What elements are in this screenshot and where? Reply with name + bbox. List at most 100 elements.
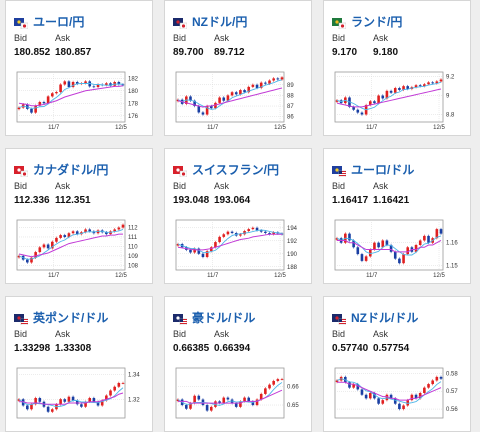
rate-card-eur-jpy[interactable]: ユーロ/円 Bid Ask 180.852 180.857 182 180 178 176 11/… [5,0,153,136]
price-chart[interactable]: 9.2 9 8.8 11/7 12/5 [329,67,467,131]
plot-frame [175,71,285,123]
currency-pair-link[interactable]: カナダドル/円 [33,162,109,177]
currency-pair-link[interactable]: ユーロ/円 [33,14,85,29]
eu-us-flag-icon [332,164,347,177]
candlestick-chart: 9.2 9 8.8 11/7 12/5 [334,71,455,131]
price-chart[interactable]: 182 180 178 176 11/7 12/5 [11,67,149,131]
ask-value: 0.57754 [373,343,410,354]
candle [96,84,100,87]
bid-value: 112.336 [14,195,50,206]
candlestick-chart: 0.66 0.65 [175,367,299,419]
ask-value: 193.064 [214,195,251,206]
price-chart[interactable]: 89 88 87 86 11/7 12/5 [170,67,308,131]
currency-pair-link[interactable]: ユーロ/ドル [351,162,415,177]
price-values: 89.700 89.712 [173,47,245,58]
currency-pair-link[interactable]: NZドル/円 [192,14,248,29]
candle [439,79,443,82]
price-values: 1.33298 1.33308 [14,343,91,354]
candle [259,230,263,232]
candle [247,86,251,93]
rate-card-nzd-jpy[interactable]: NZドル/円 Bid Ask 89.700 89.712 89 88 87 86 11/7 12/5 [164,0,312,136]
candle [38,247,42,253]
candle [247,397,251,402]
candle [406,247,410,255]
candle [385,394,389,401]
card-header: ユーロ/ドル [332,161,414,177]
ask-value: 1.16421 [373,195,410,206]
candle [84,81,87,84]
currency-pair-link[interactable]: ランド/円 [351,14,403,29]
price-values: 1.16417 1.16421 [332,195,409,206]
price-chart[interactable]: 0.58 0.57 0.56 [329,363,467,427]
ask-label: Ask [55,181,71,191]
rate-card-zar-jpy[interactable]: ランド/円 Bid Ask 9.170 9.180 9.2 9 8.8 11/7 12/5 [323,0,471,136]
candle [272,78,275,81]
rate-card-aud-usd[interactable]: 豪ドル/ドル Bid Ask 0.66385 0.66394 0.66 0.65 [164,296,312,432]
price-values: 193.048 193.064 [173,195,250,206]
candle [189,403,192,409]
candle [92,398,96,402]
au-us-flag-icon [173,312,188,325]
currency-pair-link[interactable]: NZドル/ドル [351,310,419,325]
candle [272,380,275,385]
ask-value: 112.351 [55,195,91,206]
candle [92,86,96,88]
x-tick-label: 12/5 [274,273,286,279]
candle [423,84,426,87]
price-chart[interactable]: 1.34 1.32 [11,363,149,427]
x-tick-label: 11/7 [48,125,60,131]
candle [352,240,355,248]
candle [176,399,180,401]
candle [268,384,271,389]
candle [117,82,121,85]
candle [75,400,79,405]
candle [84,401,87,407]
candle [26,405,29,410]
candle [410,394,414,401]
y-tick-label: 1.34 [128,372,140,378]
candle [214,102,217,109]
candle [418,393,422,399]
candle [377,398,380,404]
y-tick-label: 188 [287,265,298,271]
moving-average-long-line [336,88,442,108]
currency-pair-link[interactable]: 豪ドル/ドル [192,310,256,325]
candle [377,95,380,104]
rate-card-chf-jpy[interactable]: スイスフラン/円 Bid Ask 193.048 193.064 194 192 190 188… [164,148,312,284]
ask-label: Ask [373,33,389,43]
candle [356,384,360,390]
rate-card-nzd-usd[interactable]: NZドル/ドル Bid Ask 0.57740 0.57754 0.58 0.57 0.56 [323,296,471,432]
ask-value: 180.857 [55,47,92,58]
candle [34,105,37,113]
moving-average-long-line [337,239,442,253]
price-chart[interactable]: 194 192 190 188 11/7 12/5 [170,215,308,279]
y-tick-label: 9.2 [446,75,455,81]
rate-card-cad-jpy[interactable]: カナダドル/円 Bid Ask 112.336 112.351 112 111 110 109 1… [5,148,153,284]
x-tick-label: 11/7 [207,273,219,279]
price-chart[interactable]: 112 111 110 109 108 11/7 12/5 [11,215,149,279]
price-chart[interactable]: 1.16 1.15 11/7 12/5 [329,215,467,279]
candle [197,248,201,254]
candle [96,230,100,234]
bid-label: Bid [332,33,346,43]
currency-pair-link[interactable]: スイスフラン/円 [192,162,279,177]
rate-card-gbp-usd[interactable]: 英ポンド/ドル Bid Ask 1.33298 1.33308 1.34 1.32 [5,296,153,432]
ask-label: Ask [214,329,230,339]
price-labels: Bid Ask [14,329,70,339]
candle [121,84,125,86]
y-tick-label: 89 [287,83,294,89]
card-header: ユーロ/円 [14,13,84,29]
candle [435,81,439,84]
candle [105,395,108,401]
candle [113,386,116,391]
nz-jp-flag-icon [173,16,188,29]
y-tick-label: 1.16 [446,241,458,247]
currency-pair-link[interactable]: 英ポンド/ドル [33,310,109,325]
candle [38,398,42,402]
candlestick-chart: 89 88 87 86 11/7 12/5 [175,71,294,131]
price-chart[interactable]: 0.66 0.65 [170,363,308,427]
candle [427,384,430,388]
candle [209,247,213,252]
candle [214,401,217,407]
rate-card-eur-usd[interactable]: ユーロ/ドル Bid Ask 1.16417 1.16421 1.16 1.15 11/7 12… [323,148,471,284]
